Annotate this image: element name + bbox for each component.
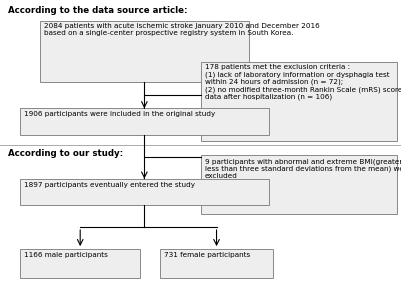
FancyBboxPatch shape — [40, 21, 249, 82]
FancyBboxPatch shape — [160, 249, 273, 278]
FancyBboxPatch shape — [200, 62, 397, 141]
FancyBboxPatch shape — [20, 108, 269, 135]
Text: According to our study:: According to our study: — [8, 149, 123, 159]
FancyBboxPatch shape — [200, 155, 397, 214]
Text: 1166 male participants: 1166 male participants — [24, 252, 108, 258]
FancyBboxPatch shape — [20, 249, 140, 278]
Text: 1906 participants were included in the original study: 1906 participants were included in the o… — [24, 111, 215, 117]
Text: 178 patients met the exclusion criteria :
(1) lack of laboratory information or : 178 patients met the exclusion criteria … — [205, 64, 401, 100]
Text: According to the data source article:: According to the data source article: — [8, 6, 188, 15]
Text: 731 female participants: 731 female participants — [164, 252, 251, 258]
Text: 1897 participants eventually entered the study: 1897 participants eventually entered the… — [24, 182, 195, 188]
Text: 2084 patients with acute ischemic stroke January 2010 and December 2016
based on: 2084 patients with acute ischemic stroke… — [44, 23, 320, 36]
FancyBboxPatch shape — [20, 179, 269, 205]
Text: 9 participants with abnormal and extreme BMI(greater or
less than three standard: 9 participants with abnormal and extreme… — [205, 158, 401, 179]
